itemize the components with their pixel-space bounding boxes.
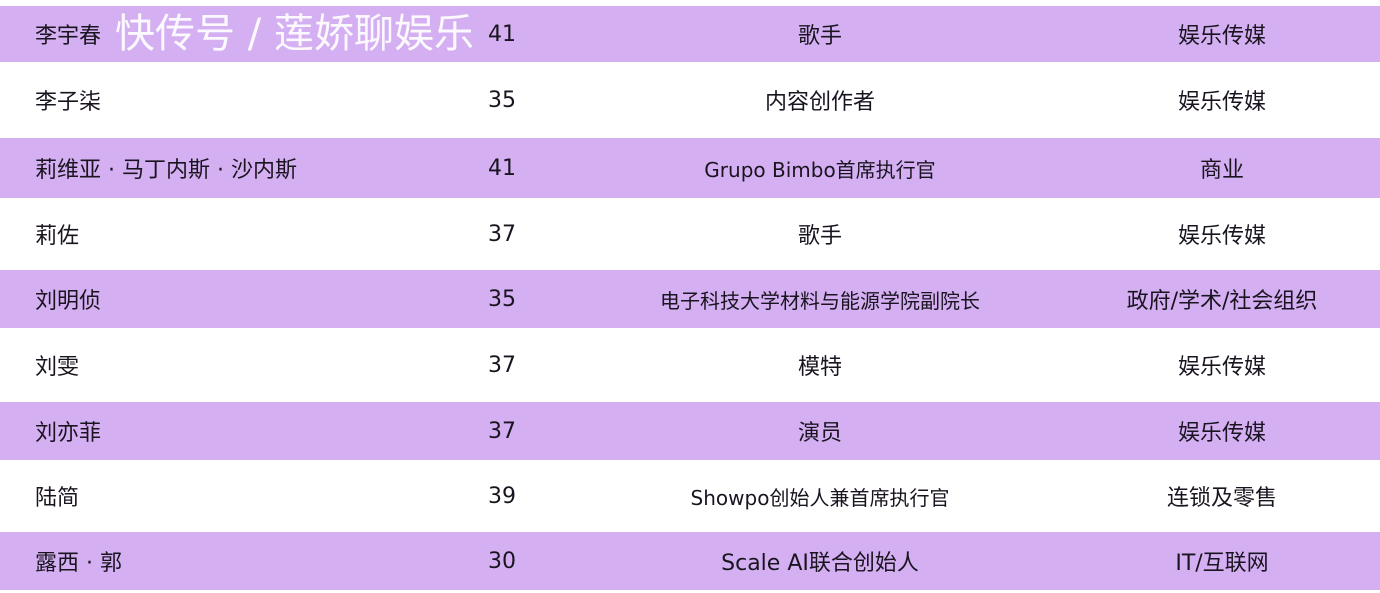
cell-name: 陆简 [35, 486, 80, 511]
cell-age: 37 [488, 221, 516, 247]
table-row: 刘亦菲 37 演员 娱乐传媒 [0, 402, 1380, 460]
cell-age: 41 [488, 155, 516, 181]
cell-age: 41 [488, 21, 516, 47]
cell-name: 刘雯 [35, 355, 80, 380]
cell-name: 刘亦菲 [35, 421, 102, 446]
cell-industry: 娱乐传媒 [1177, 421, 1267, 446]
cell-age: 37 [488, 418, 516, 444]
watermark: 快传号 / 莲娇聊娱乐 [115, 11, 474, 57]
cell-industry: IT/互联网 [1175, 551, 1269, 576]
cell-name: 莉维亚 · 马丁内斯 · 沙内斯 [35, 158, 297, 183]
cell-name: 刘明侦 [35, 289, 102, 314]
cell-name: 李宇春 [35, 24, 102, 49]
table-row: 李宇春 41 歌手 娱乐传媒 [0, 6, 1380, 62]
cell-age: 37 [488, 352, 516, 378]
cell-industry: 娱乐传媒 [1177, 90, 1267, 115]
cell-industry: 政府/学术/社会组织 [1126, 289, 1318, 314]
table-row: 露西 · 郭 30 Scale AI联合创始人 IT/互联网 [0, 532, 1380, 590]
table-row: 刘明侦 35 电子科技大学材料与能源学院副院长 政府/学术/社会组织 [0, 270, 1380, 328]
cell-age: 35 [488, 286, 516, 312]
table-row: 李子柒 35 内容创作者 娱乐传媒 [0, 62, 1380, 138]
cell-title: Showpo创始人兼首席执行官 [690, 485, 950, 510]
cell-name: 李子柒 [35, 90, 102, 115]
table-row: 莉维亚 · 马丁内斯 · 沙内斯 41 Grupo Bimbo首席执行官 商业 [0, 138, 1380, 198]
cell-title: 歌手 [797, 24, 843, 49]
cell-name: 露西 · 郭 [35, 551, 122, 576]
cell-age: 39 [488, 483, 516, 509]
cell-industry: 连锁及零售 [1166, 486, 1278, 511]
cell-title: 歌手 [797, 224, 843, 249]
cell-age: 35 [488, 87, 516, 113]
cell-name: 莉佐 [35, 224, 80, 249]
cell-industry: 娱乐传媒 [1177, 24, 1267, 49]
cell-age: 30 [488, 548, 516, 574]
cell-title: 演员 [797, 421, 843, 446]
cell-title: 内容创作者 [764, 90, 876, 115]
cell-title: 电子科技大学材料与能源学院副院长 [660, 288, 980, 313]
cell-industry: 商业 [1199, 158, 1245, 183]
table-row: 陆简 39 Showpo创始人兼首席执行官 连锁及零售 [0, 460, 1380, 532]
cell-title: Grupo Bimbo首席执行官 [704, 157, 936, 182]
cell-industry: 娱乐传媒 [1177, 224, 1267, 249]
cell-industry: 娱乐传媒 [1177, 355, 1267, 380]
cell-title: Scale AI联合创始人 [721, 551, 919, 576]
table-row: 刘雯 37 模特 娱乐传媒 [0, 328, 1380, 402]
table-row: 莉佐 37 歌手 娱乐传媒 [0, 198, 1380, 270]
cell-title: 模特 [797, 355, 843, 380]
